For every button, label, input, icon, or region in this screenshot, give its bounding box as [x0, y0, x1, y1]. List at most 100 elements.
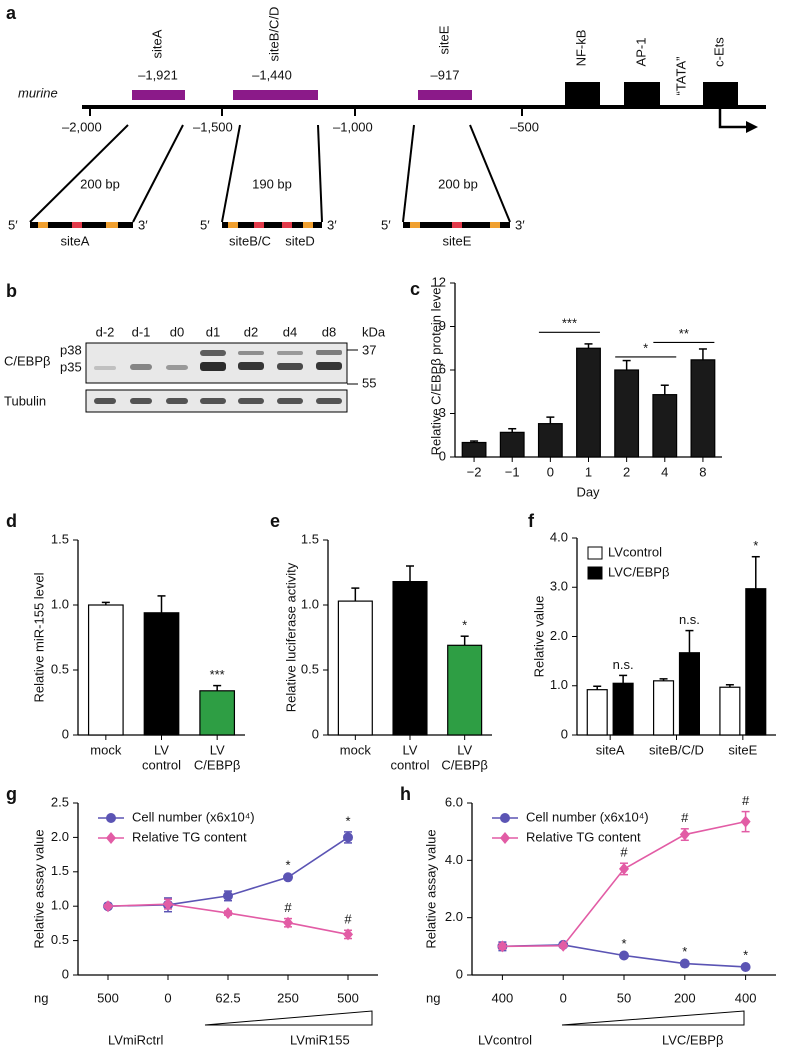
x-unit: ng — [34, 990, 48, 1005]
legend-marker — [106, 813, 116, 823]
lane-label: d-1 — [132, 324, 151, 339]
annotation: # — [284, 900, 292, 915]
treatment-label: LVmiRctrl — [108, 1032, 163, 1047]
legend-label: Relative TG content — [526, 829, 641, 844]
legend-marker — [106, 832, 116, 844]
significance: * — [643, 340, 648, 355]
annotation: * — [743, 948, 748, 963]
point — [740, 815, 751, 828]
y-tick-label: 0.5 — [51, 661, 69, 676]
x-tick-label: C/EBPβ — [194, 757, 241, 772]
site-box — [132, 90, 185, 100]
y-tick-label: 2.5 — [51, 794, 69, 809]
element-box — [565, 82, 600, 108]
panel-label: g — [6, 784, 17, 804]
x-tick-label: 400 — [735, 990, 757, 1005]
point — [283, 916, 293, 929]
x-tick-label: 0 — [164, 990, 171, 1005]
bar — [199, 690, 236, 736]
species: murine — [18, 85, 58, 100]
significance: *** — [562, 316, 577, 331]
x-tick-label: siteA — [596, 742, 625, 757]
lane-label: d2 — [244, 324, 258, 339]
annotation: # — [344, 912, 352, 927]
fragment-site: siteE — [443, 233, 472, 248]
tss-arrow — [718, 108, 748, 129]
treatment-label: LVC/EBPβ — [662, 1032, 723, 1047]
annotation: * — [462, 618, 467, 633]
y-tick-label: 1.0 — [550, 677, 568, 692]
legend-label: Relative TG content — [132, 829, 247, 844]
point — [223, 890, 233, 901]
fragment-size: 200 bp — [438, 176, 478, 191]
bar — [447, 644, 483, 736]
x-tick-label: 62.5 — [215, 990, 240, 1005]
fragment-site: siteB/C — [229, 233, 271, 248]
bar — [87, 604, 124, 736]
x-tick-label: −1 — [505, 464, 520, 479]
treatment-label: LVmiR155 — [290, 1032, 350, 1047]
point — [343, 928, 353, 941]
point — [558, 939, 569, 952]
protein-label: C/EBPβ — [4, 353, 51, 368]
fragment-site: siteA — [61, 233, 90, 248]
zoom-lines — [29, 124, 511, 223]
y-tick-label: 1.0 — [51, 596, 69, 611]
marker-size: 37 — [362, 342, 376, 357]
legend-marker — [500, 813, 510, 823]
bar — [392, 580, 428, 736]
y-tick-label: 0 — [561, 726, 568, 741]
legend-swatch — [587, 546, 603, 560]
point — [619, 862, 629, 875]
x-tick-label: LV — [403, 742, 418, 757]
y-axis-label: Relative value — [531, 596, 546, 678]
x-tick-label: LV — [210, 742, 225, 757]
tss-arrowhead — [746, 121, 758, 133]
panel-label: a — [6, 3, 17, 23]
point — [619, 950, 629, 961]
treatment-label: LVcontrol — [478, 1032, 532, 1047]
x-tick-label: LV — [154, 742, 169, 757]
bar — [586, 689, 608, 736]
y-tick-label: 0 — [62, 966, 69, 981]
axis-label: –500 — [510, 119, 539, 134]
bar — [719, 686, 741, 736]
site-box — [233, 90, 318, 100]
panel-a: a murine –2,000 –1,500 –1,000 –500 –1,92… — [6, 3, 766, 248]
axis-ticks — [89, 107, 523, 116]
lane-label: d8 — [322, 324, 336, 339]
annotation: # — [742, 793, 750, 808]
y-tick-label: 1.5 — [51, 531, 69, 546]
y-tick-label: 2.0 — [51, 829, 69, 844]
y-axis-label: Relative C/EBPβ protein level — [428, 285, 443, 456]
site-position: –1,921 — [138, 67, 178, 82]
dose-triangle — [561, 1010, 745, 1026]
y-tick-label: 0.5 — [301, 661, 319, 676]
end-label: 3′ — [515, 217, 525, 232]
y-tick-label: 1.5 — [51, 863, 69, 878]
point — [679, 958, 690, 969]
legend-label: LVC/EBPβ — [608, 564, 669, 579]
y-tick-label: 2.0 — [550, 628, 568, 643]
isoform-label: p38 — [60, 342, 82, 357]
point — [343, 832, 353, 843]
point — [223, 907, 233, 920]
axis-label: –1,000 — [333, 119, 373, 134]
x-tick-label: 500 — [97, 990, 119, 1005]
annotation: * — [345, 813, 350, 828]
bar — [337, 600, 373, 736]
annotation: # — [620, 845, 628, 860]
x-tick-label: LV — [457, 742, 472, 757]
element-name: AP-1 — [633, 38, 648, 67]
end-label: 5′ — [381, 217, 391, 232]
end-label: 3′ — [138, 217, 148, 232]
annotation: * — [621, 936, 626, 951]
element-box — [624, 82, 660, 108]
x-tick-label: siteB/C/D — [649, 742, 704, 757]
annotation: * — [682, 944, 687, 959]
x-tick-label: control — [390, 757, 429, 772]
x-tick-label: 0 — [547, 464, 554, 479]
marker-size: 55 — [362, 375, 376, 390]
control-label: Tubulin — [4, 393, 46, 408]
